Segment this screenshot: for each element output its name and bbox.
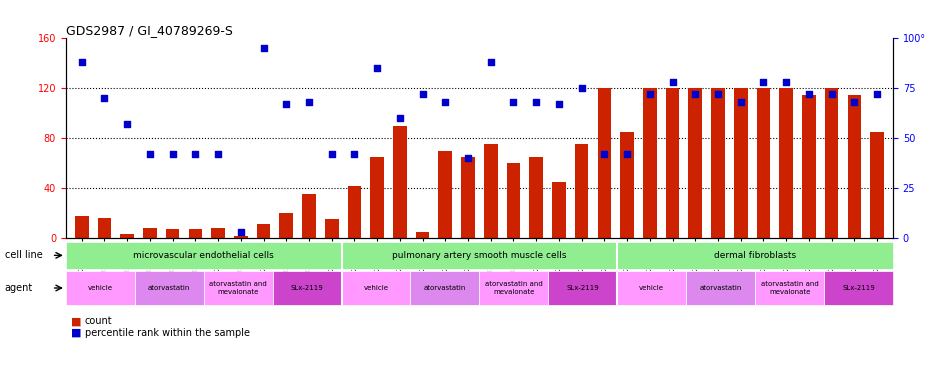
Bar bbox=[712, 88, 725, 238]
Point bbox=[461, 155, 476, 161]
Text: cell line: cell line bbox=[5, 250, 42, 260]
Bar bbox=[348, 186, 361, 238]
Point bbox=[211, 151, 226, 157]
Bar bbox=[507, 163, 521, 238]
Point bbox=[552, 101, 567, 108]
Text: atorvastatin: atorvastatin bbox=[148, 285, 191, 291]
Text: dermal fibroblasts: dermal fibroblasts bbox=[714, 251, 796, 260]
Point bbox=[778, 79, 793, 85]
Bar bbox=[165, 229, 180, 238]
Bar bbox=[870, 132, 884, 238]
Point bbox=[438, 99, 453, 105]
Text: atorvastatin: atorvastatin bbox=[699, 285, 742, 291]
Point bbox=[302, 99, 317, 105]
Point bbox=[756, 79, 771, 85]
Bar bbox=[120, 234, 134, 238]
Bar bbox=[848, 94, 861, 238]
Text: pulmonary artery smooth muscle cells: pulmonary artery smooth muscle cells bbox=[392, 251, 567, 260]
Text: atorvastatin and
mevalonate: atorvastatin and mevalonate bbox=[760, 281, 819, 295]
Point bbox=[665, 79, 680, 85]
Text: vehicle: vehicle bbox=[87, 285, 113, 291]
Text: GDS2987 / GI_40789269-S: GDS2987 / GI_40789269-S bbox=[66, 24, 233, 37]
Point bbox=[233, 229, 248, 235]
Text: atorvastatin: atorvastatin bbox=[424, 285, 466, 291]
Bar bbox=[779, 88, 793, 238]
Bar bbox=[75, 216, 88, 238]
Point bbox=[97, 95, 112, 101]
Bar bbox=[302, 194, 316, 238]
Bar bbox=[484, 144, 497, 238]
Point bbox=[711, 91, 726, 98]
Text: vehicle: vehicle bbox=[364, 285, 388, 291]
Bar bbox=[462, 157, 475, 238]
Text: vehicle: vehicle bbox=[639, 285, 665, 291]
Bar bbox=[257, 224, 271, 238]
Bar bbox=[415, 232, 430, 238]
Bar bbox=[598, 88, 611, 238]
Bar bbox=[325, 219, 338, 238]
Bar bbox=[279, 213, 293, 238]
Point bbox=[256, 45, 271, 51]
Point bbox=[347, 151, 362, 157]
Text: atorvastatin and
mevalonate: atorvastatin and mevalonate bbox=[485, 281, 542, 295]
Point bbox=[188, 151, 203, 157]
Point bbox=[142, 151, 157, 157]
Point bbox=[870, 91, 885, 98]
Text: SLx-2119: SLx-2119 bbox=[842, 285, 875, 291]
Point bbox=[415, 91, 431, 98]
Point bbox=[688, 91, 703, 98]
Point bbox=[369, 65, 384, 71]
Point bbox=[619, 151, 634, 157]
Text: ■: ■ bbox=[70, 316, 81, 326]
Point bbox=[392, 115, 407, 121]
Bar bbox=[757, 88, 770, 238]
Bar bbox=[688, 88, 702, 238]
Point bbox=[642, 91, 657, 98]
Bar bbox=[370, 157, 384, 238]
Bar bbox=[802, 94, 816, 238]
Point bbox=[574, 85, 589, 91]
Point bbox=[847, 99, 862, 105]
Text: microvascular endothelial cells: microvascular endothelial cells bbox=[133, 251, 274, 260]
Point bbox=[824, 91, 839, 98]
Text: SLx-2119: SLx-2119 bbox=[567, 285, 599, 291]
Text: percentile rank within the sample: percentile rank within the sample bbox=[85, 328, 250, 338]
Point bbox=[165, 151, 180, 157]
Point bbox=[74, 59, 89, 65]
Point bbox=[279, 101, 294, 108]
Bar bbox=[575, 144, 588, 238]
Bar bbox=[143, 228, 157, 238]
Bar bbox=[529, 157, 543, 238]
Bar bbox=[620, 132, 634, 238]
Point bbox=[528, 99, 543, 105]
Bar bbox=[824, 88, 838, 238]
Text: SLx-2119: SLx-2119 bbox=[290, 285, 323, 291]
Point bbox=[506, 99, 521, 105]
Point bbox=[802, 91, 817, 98]
Point bbox=[733, 99, 748, 105]
Bar bbox=[98, 218, 111, 238]
Bar bbox=[552, 182, 566, 238]
Text: ■: ■ bbox=[70, 328, 81, 338]
Text: count: count bbox=[85, 316, 112, 326]
Bar bbox=[234, 235, 247, 238]
Bar bbox=[393, 126, 407, 238]
Point bbox=[324, 151, 339, 157]
Text: agent: agent bbox=[5, 283, 33, 293]
Point bbox=[119, 121, 134, 127]
Text: atorvastatin and
mevalonate: atorvastatin and mevalonate bbox=[210, 281, 267, 295]
Bar bbox=[189, 229, 202, 238]
Bar bbox=[734, 88, 747, 238]
Bar bbox=[666, 88, 680, 238]
Point bbox=[597, 151, 612, 157]
Bar bbox=[438, 151, 452, 238]
Point bbox=[483, 59, 498, 65]
Bar bbox=[212, 228, 225, 238]
Bar bbox=[643, 88, 657, 238]
